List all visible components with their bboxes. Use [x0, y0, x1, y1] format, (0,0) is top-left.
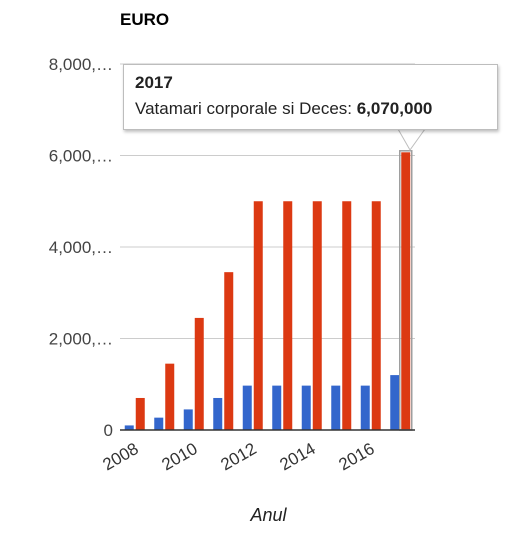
tooltip-value: 6,070,000	[356, 99, 433, 118]
bar-red-2008	[135, 397, 145, 430]
bar-red-2017	[401, 152, 411, 431]
x-tick-label: 2014	[276, 439, 318, 474]
bar-red-2012	[253, 201, 263, 430]
x-tick-label: 2012	[217, 439, 259, 474]
bar-blue-2016	[360, 385, 370, 430]
bar-red-2009	[165, 363, 175, 430]
data-tooltip: 2017 Vatamari corporale si Deces: 6,070,…	[123, 64, 498, 130]
bar-blue-2008	[124, 425, 134, 430]
tooltip-line: Vatamari corporale si Deces: 6,070,000	[135, 99, 486, 119]
bar-blue-2010	[183, 409, 193, 430]
bar-blue-2013	[272, 385, 282, 430]
x-tick-label: 2008	[99, 439, 141, 474]
chart-title: EURO	[120, 10, 170, 29]
bar-red-2013	[283, 201, 293, 430]
y-tick-label: 4,000,…	[49, 238, 113, 257]
x-tick-label: 2010	[158, 439, 200, 474]
y-tick-label: 0	[104, 421, 113, 440]
x-axis-title: Anul	[250, 505, 287, 525]
bar-blue-2011	[213, 397, 223, 430]
y-tick-label: 6,000,…	[49, 147, 113, 166]
bar-red-2010	[194, 317, 204, 430]
tooltip-pointer	[397, 128, 426, 151]
bar-blue-2015	[331, 385, 341, 430]
bar-blue-2009	[154, 417, 164, 430]
tooltip-series-label: Vatamari corporale si Deces:	[135, 99, 357, 118]
bar-red-2016	[371, 201, 381, 430]
bar-red-2014	[312, 201, 322, 430]
bar-red-2011	[224, 272, 234, 430]
x-tick-label: 2016	[335, 439, 377, 474]
bar-blue-2012	[242, 385, 252, 430]
bar-red-2015	[342, 201, 352, 430]
y-tick-label: 2,000,…	[49, 330, 113, 349]
bar-blue-2014	[301, 385, 311, 430]
tooltip-year: 2017	[135, 73, 173, 92]
bar-blue-2017	[390, 375, 400, 430]
y-tick-label: 8,000,…	[49, 55, 113, 74]
